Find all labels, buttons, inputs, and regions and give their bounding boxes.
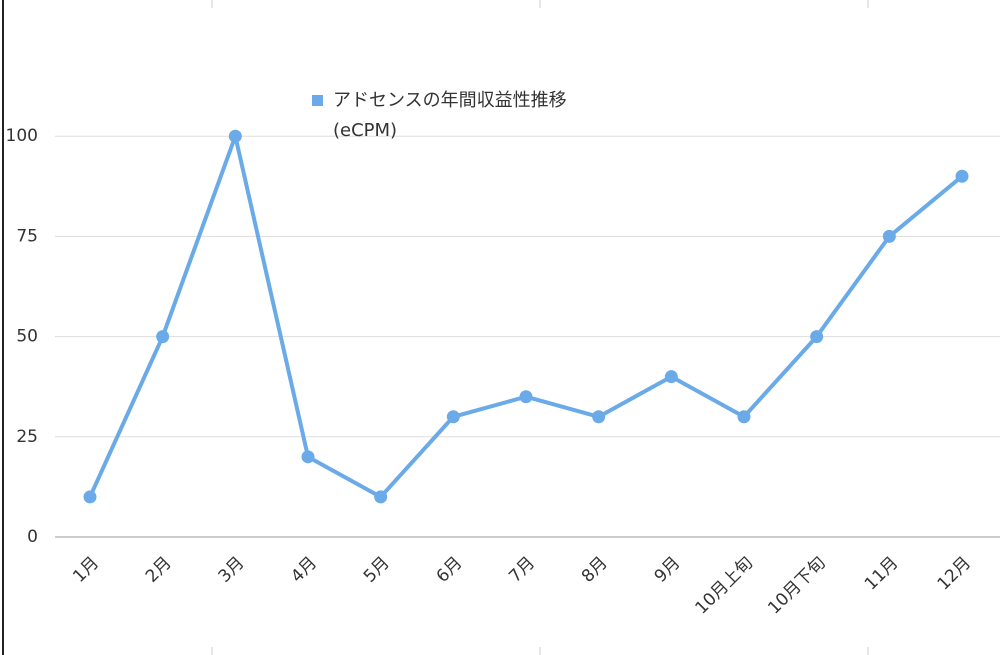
data-point bbox=[810, 330, 824, 344]
data-point bbox=[301, 450, 315, 464]
x-tick-label: 5月 bbox=[360, 553, 394, 587]
y-tick-label: 100 bbox=[6, 126, 38, 146]
y-tick-label: 0 bbox=[27, 527, 38, 547]
data-point bbox=[955, 169, 969, 183]
data-point bbox=[156, 330, 170, 344]
series-line bbox=[88, 134, 964, 499]
data-point bbox=[882, 229, 896, 243]
data-point bbox=[83, 490, 97, 504]
data-point bbox=[228, 129, 242, 143]
x-tick-label: 7月 bbox=[505, 553, 539, 587]
x-tick-label: 3月 bbox=[215, 553, 249, 587]
data-point bbox=[737, 410, 751, 424]
data-point bbox=[592, 410, 606, 424]
legend-swatch bbox=[312, 95, 323, 106]
x-tick-label: 2月 bbox=[142, 553, 176, 587]
x-tick-label: 12月 bbox=[934, 553, 975, 594]
data-point bbox=[446, 410, 460, 424]
x-tick-label: 10月下旬 bbox=[764, 553, 830, 619]
y-tick-label: 75 bbox=[16, 226, 38, 246]
legend: アドセンスの年間収益性推移(eCPM) bbox=[312, 86, 612, 146]
x-tick-label: 9月 bbox=[651, 553, 685, 587]
x-tick-label: 1月 bbox=[69, 553, 103, 587]
x-tick-label: 11月 bbox=[861, 553, 902, 594]
data-point bbox=[664, 370, 678, 384]
legend-label: アドセンスの年間収益性推移(eCPM) bbox=[333, 90, 567, 141]
x-tick-label: 10月上旬 bbox=[692, 553, 758, 619]
x-tick-label: 4月 bbox=[287, 553, 321, 587]
data-point bbox=[519, 390, 533, 404]
y-tick-label: 50 bbox=[16, 327, 38, 347]
x-tick-label: 6月 bbox=[433, 553, 467, 587]
x-tick-label: 8月 bbox=[578, 553, 612, 587]
y-tick-label: 25 bbox=[16, 427, 38, 447]
data-point bbox=[374, 490, 388, 504]
